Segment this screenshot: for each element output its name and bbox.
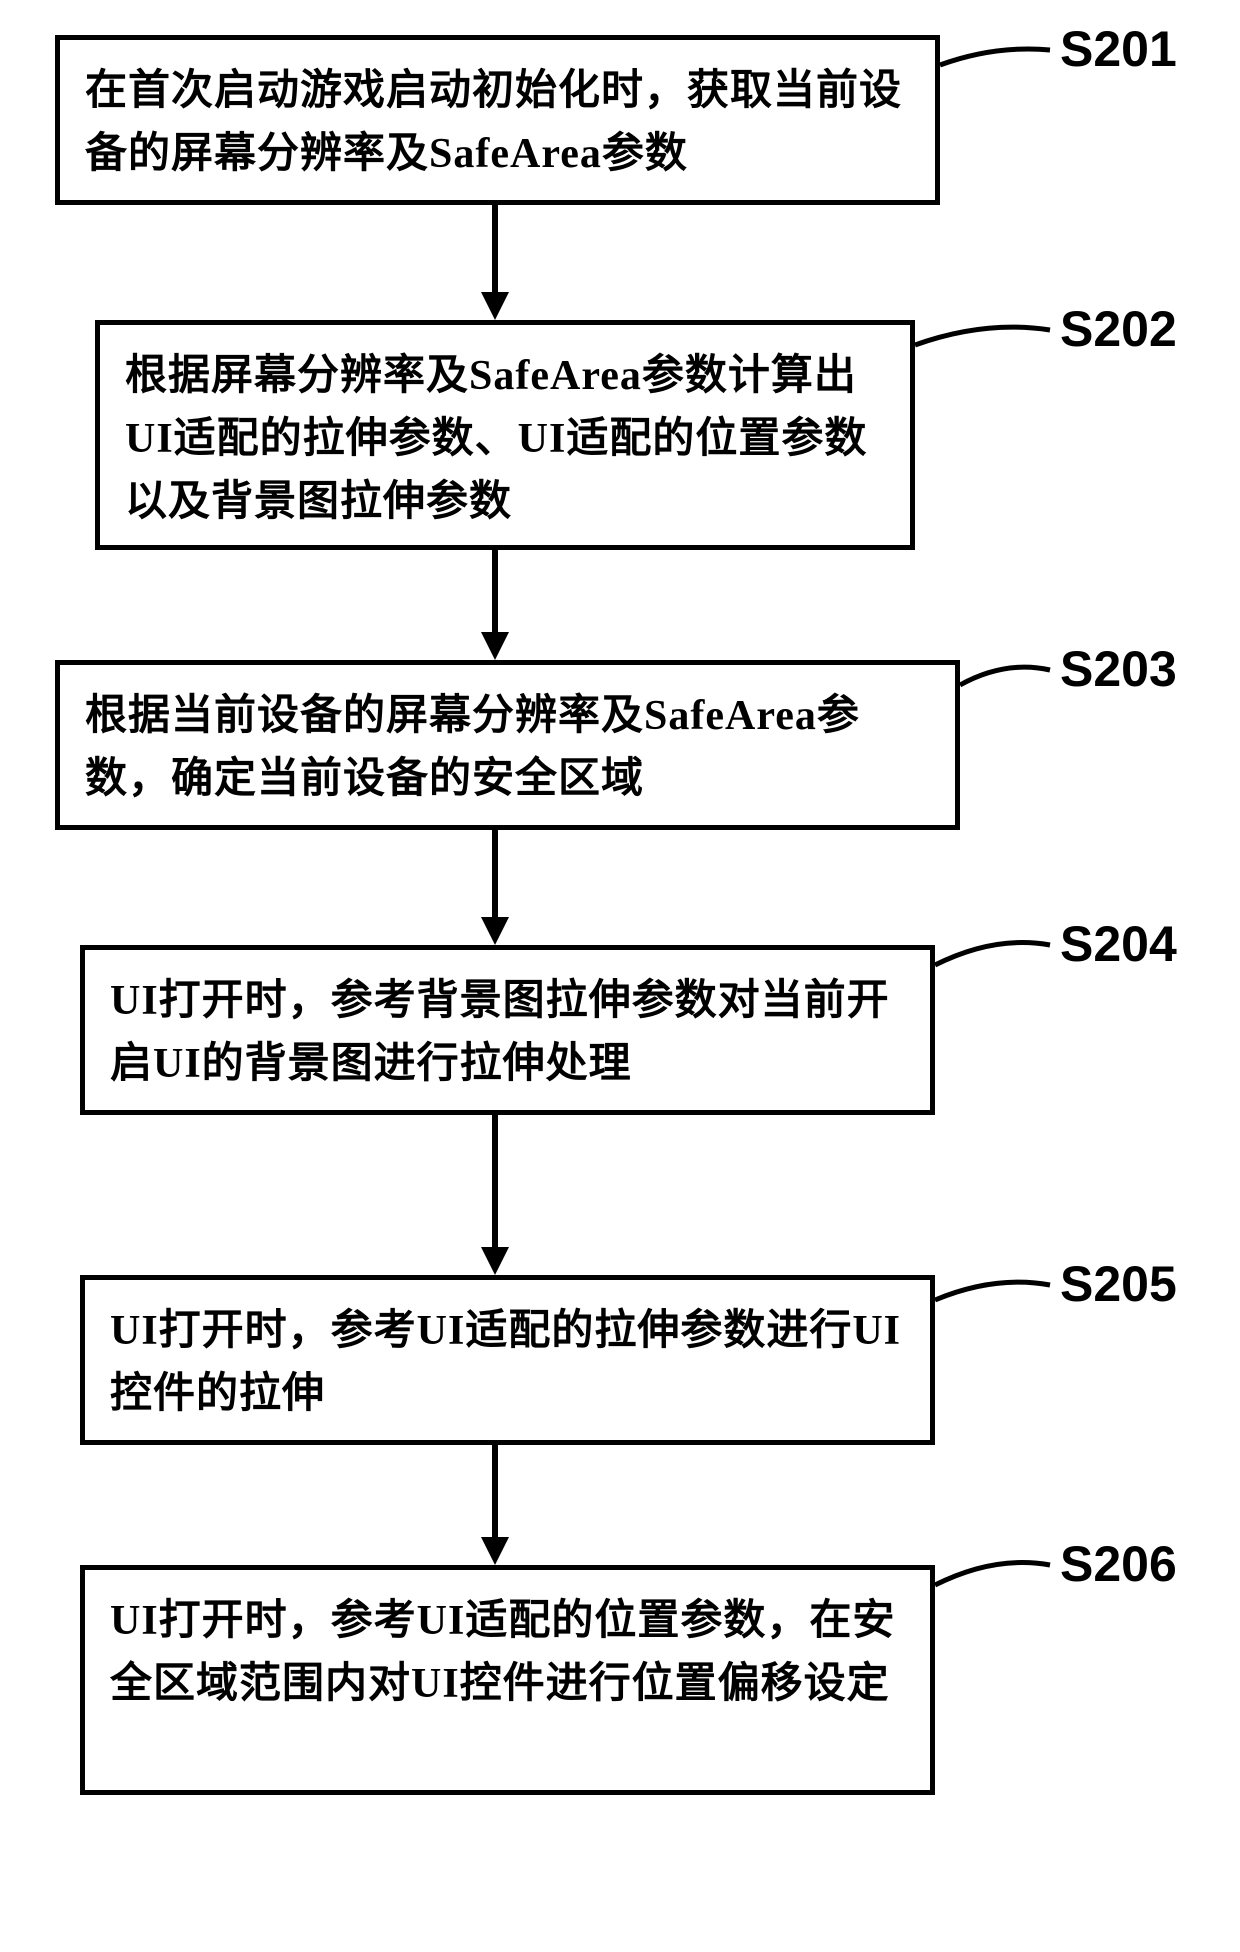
step-box-s203: 根据当前设备的屏幕分辨率及SafeArea参数，确定当前设备的安全区域	[55, 660, 960, 830]
step-box-s206: UI打开时，参考UI适配的位置参数，在安全区域范围内对UI控件进行位置偏移设定	[80, 1565, 935, 1795]
step-label-s201: S201	[1060, 20, 1177, 78]
arrow-line-5	[492, 1445, 498, 1537]
step-label-s202: S202	[1060, 300, 1177, 358]
step-text: UI打开时，参考UI适配的拉伸参数进行UI控件的拉伸	[110, 1308, 901, 1417]
arrow-head-5	[481, 1537, 509, 1565]
arrow-line-4	[492, 1115, 498, 1247]
arrow-line-1	[492, 205, 498, 292]
step-text: UI打开时，参考背景图拉伸参数对当前开启UI的背景图进行拉伸处理	[110, 978, 890, 1087]
step-label-s203: S203	[1060, 640, 1177, 698]
arrow-line-3	[492, 830, 498, 917]
step-label-s205: S205	[1060, 1255, 1177, 1313]
step-text: UI打开时，参考UI适配的位置参数，在安全区域范围内对UI控件进行位置偏移设定	[110, 1598, 895, 1707]
step-box-s204: UI打开时，参考背景图拉伸参数对当前开启UI的背景图进行拉伸处理	[80, 945, 935, 1115]
step-box-s205: UI打开时，参考UI适配的拉伸参数进行UI控件的拉伸	[80, 1275, 935, 1445]
step-label-s204: S204	[1060, 915, 1177, 973]
arrow-line-2	[492, 550, 498, 632]
flowchart-container: 在首次启动游戏启动初始化时，获取当前设备的屏幕分辨率及SafeArea参数 S2…	[0, 0, 1240, 1952]
arrow-head-4	[481, 1247, 509, 1275]
step-box-s202: 根据屏幕分辨率及SafeArea参数计算出UI适配的拉伸参数、UI适配的位置参数…	[95, 320, 915, 550]
arrow-head-2	[481, 632, 509, 660]
arrow-head-1	[481, 292, 509, 320]
step-label-s206: S206	[1060, 1535, 1177, 1593]
step-text: 在首次启动游戏启动初始化时，获取当前设备的屏幕分辨率及SafeArea参数	[85, 68, 902, 177]
step-box-s201: 在首次启动游戏启动初始化时，获取当前设备的屏幕分辨率及SafeArea参数	[55, 35, 940, 205]
step-text: 根据屏幕分辨率及SafeArea参数计算出UI适配的拉伸参数、UI适配的位置参数…	[125, 353, 867, 525]
step-text: 根据当前设备的屏幕分辨率及SafeArea参数，确定当前设备的安全区域	[85, 693, 860, 802]
arrow-head-3	[481, 917, 509, 945]
